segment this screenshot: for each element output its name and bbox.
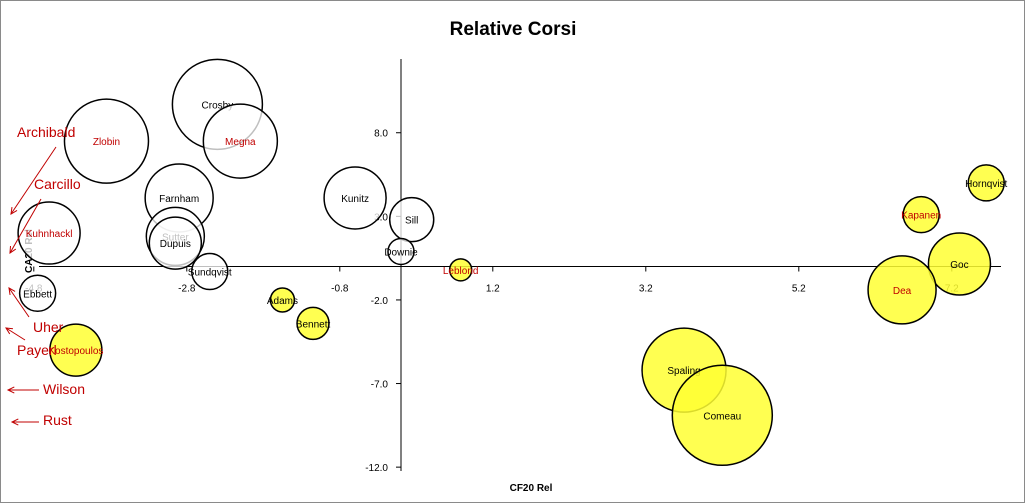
x-tick-label: 5.2	[792, 284, 806, 295]
annotation-archibald: Archibald	[17, 124, 75, 140]
x-axis-title: CF20 Rel	[510, 483, 553, 494]
annotation-wilson: Wilson	[43, 381, 85, 397]
x-tick-label: -0.8	[331, 284, 349, 295]
side-annotations: Archibald Carcillo Uher Payerl Wilson Rust	[5, 124, 85, 428]
bubble-leblond	[448, 258, 473, 282]
bubble-ebbett	[18, 274, 57, 313]
bubble-goc	[927, 232, 992, 296]
bubble-label-zlobin: Zlobin	[93, 137, 120, 148]
annotation-arrow-uher	[8, 287, 30, 318]
annotation-arrowhead-payerl	[5, 327, 14, 335]
bubbles: Crosby Zlobin Megna Farnham Kunitz Kuhnhackl S…	[17, 58, 1008, 467]
annotation-arrow-carcillo	[9, 198, 42, 254]
x-tick-label: 3.2	[639, 284, 653, 295]
bubble-label-comeau: Comeau	[703, 411, 741, 422]
bubble-label-ebbett: Ebbett	[23, 289, 52, 300]
bubble-hornqvist	[967, 164, 1005, 202]
annotation-arrowhead-carcillo	[9, 245, 17, 254]
annotation-uher: Uher	[33, 319, 64, 335]
bubble-label-dupuis: Dupuis	[160, 239, 191, 250]
bubble-label-adams: Adams	[267, 296, 298, 307]
bubble-label-kapanen: Kapanen	[901, 211, 941, 222]
bubble-comeau	[671, 364, 774, 467]
annotation-arrow-archibald	[10, 146, 57, 215]
bubble-zlobin	[63, 98, 150, 184]
bubble-label-kostopoulos: Kostopoulos	[48, 346, 103, 357]
bubble-label-sill: Sill	[405, 216, 418, 227]
bubble-label-goc: Goc	[950, 260, 968, 271]
x-tick-label: -2.8	[178, 284, 196, 295]
annotation-arrowhead-rust	[10, 418, 19, 426]
bubble-dea	[867, 255, 937, 325]
annotation-arrowhead-uher	[8, 287, 16, 295]
y-tick-label: 8.0	[374, 129, 388, 140]
annotation-payerl: Payerl	[17, 342, 57, 358]
y-tick-label: -12.0	[365, 463, 388, 474]
bubble-label-leblond: Leblond	[443, 266, 479, 277]
bubble-label-crosby: Crosby	[202, 100, 234, 111]
bubble-adams	[269, 287, 296, 313]
bubble-kapanen	[902, 195, 940, 234]
annotation-rust: Rust	[43, 412, 72, 428]
bubble-label-bennett: Bennett	[296, 319, 331, 330]
bubble-sill	[388, 196, 435, 243]
bubble-bennett	[296, 306, 330, 341]
bubble-label-dea: Dea	[893, 286, 912, 297]
x-tick-label: 1.2	[486, 284, 500, 295]
bubble-label-spaling: Spaling	[667, 366, 700, 377]
annotation-arrowhead-archibald	[10, 206, 18, 215]
bubble-label-kuhnhackl: Kuhnhackl	[26, 229, 73, 240]
bubble-label-downie: Downie	[384, 247, 418, 258]
bubble-kostopoulos	[49, 323, 103, 377]
chart-title: Relative Corsi	[450, 19, 577, 40]
y-tick-label: -2.0	[371, 296, 389, 307]
y-tick-label: -7.0	[371, 380, 389, 391]
annotation-carcillo: Carcillo	[34, 176, 81, 192]
bubble-label-hornqvist: Hornqvist	[965, 179, 1007, 190]
annotation-arrowhead-wilson	[6, 386, 15, 394]
bubble-kuhnhackl	[17, 201, 81, 265]
bubble-label-sundqvist: Sundqvist	[188, 268, 232, 279]
bubble-kunitz	[323, 166, 387, 230]
bubble-sundqvist	[191, 252, 229, 291]
annotation-arrow-payerl	[5, 327, 26, 341]
bubble-label-kunitz: Kunitz	[341, 194, 369, 205]
bubble-downie	[387, 237, 415, 266]
bubble-megna	[202, 103, 279, 179]
bubble-label-farnham: Farnham	[159, 194, 199, 205]
y-tick-label: 3.0	[374, 212, 388, 223]
bubble-dupuis	[148, 216, 203, 270]
bubble-label-megna: Megna	[225, 137, 256, 148]
